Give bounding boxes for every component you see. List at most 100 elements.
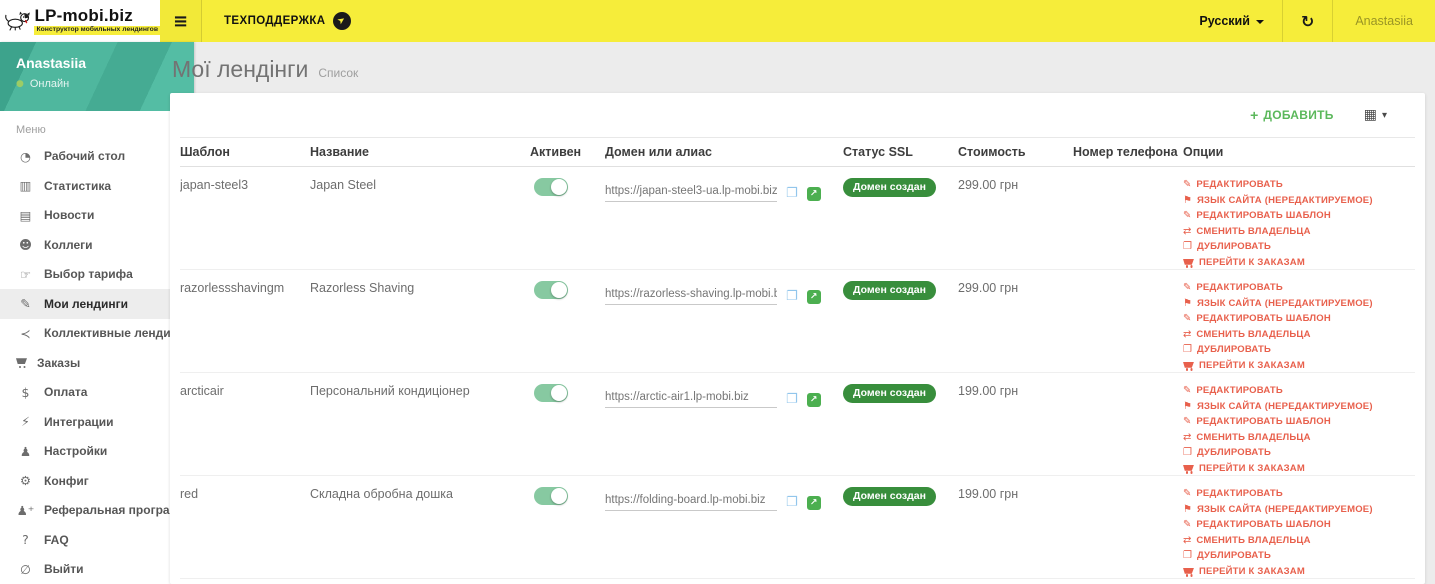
option-change-owner[interactable]: ⇄ СМЕНИТЬ ВЛАДЕЛЬЦА <box>1183 431 1415 446</box>
sidebar-item-logout[interactable]: ∅ Выйти <box>0 555 194 584</box>
exchange-icon: ⇄ <box>1183 225 1192 237</box>
option-site-language[interactable]: ⚑ ЯЗЫК САЙТА (НЕРЕДАКТИРУЕМОЕ) <box>1183 297 1415 312</box>
column-header: Стоимость <box>958 145 1026 159</box>
option-label: ДУБЛИРОВАТЬ <box>1196 550 1272 561</box>
sidebar-item-news[interactable]: ▤ Новости <box>0 201 194 231</box>
options-list: ✎ РЕДАКТИРОВАТЬ ⚑ ЯЗЫК САЙТА (НЕРЕДАКТИР… <box>1183 178 1415 270</box>
copy-icon[interactable]: ❐ <box>786 186 798 201</box>
option-site-language[interactable]: ⚑ ЯЗЫК САЙТА (НЕРЕДАКТИРУЕМОЕ) <box>1183 503 1415 518</box>
language-label: Русский <box>1199 14 1250 28</box>
option-edit[interactable]: ✎ РЕДАКТИРОВАТЬ <box>1183 281 1415 296</box>
sidebar-item-referral[interactable]: ♟⁺ Реферальная программа <box>0 496 194 526</box>
sidebar-item-label: Заказы <box>37 355 81 370</box>
main-content: Мої лендінги Список + ДОБАВИТЬ ▦ ▾ Шабло… <box>160 42 1435 584</box>
refresh-button[interactable]: ↻ <box>1283 0 1332 42</box>
cell-template: razorlessshavingm <box>180 281 285 295</box>
sidebar-user-name: Anastasiia <box>16 55 87 71</box>
external-link-icon[interactable]: ↗ <box>806 496 821 510</box>
edit-icon: ✎ <box>1183 488 1192 499</box>
sidebar-item-my-landings[interactable]: ✎ Мои лендинги <box>0 289 194 319</box>
logo-subtitle: Конструктор мобильных лендингов <box>34 26 160 35</box>
external-link-icon[interactable]: ↗ <box>806 290 821 304</box>
dashboard-icon: ◔ <box>20 148 31 164</box>
domain-input[interactable]: https://japan-steel3-ua.lp-mobi.biz <box>605 185 777 202</box>
caret-down-icon: ▾ <box>1381 109 1387 121</box>
account-menu[interactable]: Anastasiia <box>1333 0 1435 42</box>
option-label: РЕДАКТИРОВАТЬ ШАБЛОН <box>1196 416 1331 427</box>
add-button[interactable]: + ДОБАВИТЬ <box>1250 108 1334 122</box>
option-change-owner[interactable]: ⇄ СМЕНИТЬ ВЛАДЕЛЬЦА <box>1183 225 1415 240</box>
option-duplicate[interactable]: ❐ ДУБЛИРОВАТЬ <box>1183 549 1415 564</box>
domain-input[interactable]: https://arctic-air1.lp-mobi.biz <box>605 391 777 408</box>
support-button[interactable]: ТЕХПОДДЕРЖКА ➤ <box>202 0 373 42</box>
option-label: РЕДАКТИРОВАТЬ ШАБЛОН <box>1196 210 1331 221</box>
sidebar-item-statistics[interactable]: ▥ Статистика <box>0 171 194 201</box>
sidebar-toggle-button[interactable]: ≡ <box>160 0 202 42</box>
sidebar-item-tariff[interactable]: ☞ Выбор тарифа <box>0 260 194 290</box>
option-go-to-orders[interactable]: ПЕРЕЙТИ К ЗАКАЗАМ <box>1183 256 1415 271</box>
option-label: СМЕНИТЬ ВЛАДЕЛЬЦА <box>1196 431 1311 443</box>
external-link-icon[interactable]: ↗ <box>806 393 821 407</box>
option-site-language[interactable]: ⚑ ЯЗЫК САЙТА (НЕРЕДАКТИРУЕМОЕ) <box>1183 400 1415 415</box>
active-toggle[interactable] <box>534 487 568 505</box>
sidebar-item-dashboard[interactable]: ◔ Рабочий стол <box>0 142 194 172</box>
edit-icon: ✎ <box>1183 210 1192 221</box>
column-header: Шаблон <box>180 145 230 159</box>
options-list: ✎ РЕДАКТИРОВАТЬ ⚑ ЯЗЫК САЙТА (НЕРЕДАКТИР… <box>1183 384 1415 476</box>
exchange-icon: ⇄ <box>1183 534 1192 546</box>
active-toggle[interactable] <box>534 281 568 299</box>
logo[interactable]: LP-mobi.biz Конструктор мобильных лендин… <box>0 0 160 42</box>
sidebar-item-config[interactable]: ⚙ Конфиг <box>0 466 194 496</box>
column-header: Номер телефона <box>1073 145 1178 159</box>
option-duplicate[interactable]: ❐ ДУБЛИРОВАТЬ <box>1183 240 1415 255</box>
language-select[interactable]: Русский <box>1181 0 1282 42</box>
language-icon: ⚑ <box>1183 194 1192 206</box>
option-edit[interactable]: ✎ РЕДАКТИРОВАТЬ <box>1183 487 1415 502</box>
option-duplicate[interactable]: ❐ ДУБЛИРОВАТЬ <box>1183 446 1415 461</box>
option-edit-template[interactable]: ✎ РЕДАКТИРОВАТЬ ШАБЛОН <box>1183 312 1415 327</box>
copy-icon[interactable]: ❐ <box>786 495 798 510</box>
sidebar-item-orders[interactable]: Заказы <box>0 348 194 378</box>
option-site-language[interactable]: ⚑ ЯЗЫК САЙТА (НЕРЕДАКТИРУЕМОЕ) <box>1183 194 1415 209</box>
domain-input[interactable]: https://folding-board.lp-mobi.biz <box>605 494 777 511</box>
sidebar-item-label: Реферальная программа <box>44 503 194 518</box>
option-edit-template[interactable]: ✎ РЕДАКТИРОВАТЬ ШАБЛОН <box>1183 518 1415 533</box>
copy-icon[interactable]: ❐ <box>786 392 798 407</box>
option-go-to-orders[interactable]: ПЕРЕЙТИ К ЗАКАЗАМ <box>1183 565 1415 580</box>
option-go-to-orders[interactable]: ПЕРЕЙТИ К ЗАКАЗАМ <box>1183 462 1415 477</box>
cart-icon <box>16 357 28 369</box>
option-change-owner[interactable]: ⇄ СМЕНИТЬ ВЛАДЕЛЬЦА <box>1183 328 1415 343</box>
option-edit[interactable]: ✎ РЕДАКТИРОВАТЬ <box>1183 384 1415 399</box>
sidebar-item-label: Интеграции <box>44 414 114 429</box>
active-toggle[interactable] <box>534 384 568 402</box>
cart-icon <box>1183 464 1194 474</box>
sidebar-item-payment[interactable]: $ Оплата <box>0 378 194 408</box>
sidebar-item-colleagues[interactable]: ☻ Коллеги <box>0 230 194 260</box>
option-change-owner[interactable]: ⇄ СМЕНИТЬ ВЛАДЕЛЬЦА <box>1183 534 1415 549</box>
sidebar-item-integrations[interactable]: ⚡ Интеграции <box>0 407 194 437</box>
active-toggle[interactable] <box>534 178 568 196</box>
option-duplicate[interactable]: ❐ ДУБЛИРОВАТЬ <box>1183 343 1415 358</box>
cell-ssl-status: Домен создан <box>843 178 958 197</box>
sidebar-item-faq[interactable]: ? FAQ <box>0 525 194 555</box>
domain-input[interactable]: https://razorless-shaving.lp-mobi.biz <box>605 288 777 305</box>
duplicate-icon: ❐ <box>1183 344 1192 355</box>
external-link-icon[interactable]: ↗ <box>806 187 821 201</box>
telegram-icon: ➤ <box>332 12 351 30</box>
option-go-to-orders[interactable]: ПЕРЕЙТИ К ЗАКАЗАМ <box>1183 359 1415 374</box>
view-mode-button[interactable]: ▦ ▾ <box>1364 107 1387 123</box>
option-edit[interactable]: ✎ РЕДАКТИРОВАТЬ <box>1183 178 1415 193</box>
username: Anastasiia <box>1355 14 1413 28</box>
sidebar-item-collective-landings[interactable]: ≺ Коллективные лендинги <box>0 319 194 349</box>
option-edit-template[interactable]: ✎ РЕДАКТИРОВАТЬ ШАБЛОН <box>1183 209 1415 224</box>
option-label: ДУБЛИРОВАТЬ <box>1196 241 1272 252</box>
sidebar-item-label: Мои лендинги <box>44 296 129 311</box>
share-icon: ≺ <box>20 325 31 341</box>
cart-icon <box>1183 258 1194 268</box>
sidebar-item-settings[interactable]: ♟ Настройки <box>0 437 194 467</box>
option-edit-template[interactable]: ✎ РЕДАКТИРОВАТЬ ШАБЛОН <box>1183 415 1415 430</box>
option-label: РЕДАКТИРОВАТЬ ШАБЛОН <box>1196 519 1331 530</box>
question-icon: ? <box>22 532 29 548</box>
copy-icon[interactable]: ❐ <box>786 289 798 304</box>
